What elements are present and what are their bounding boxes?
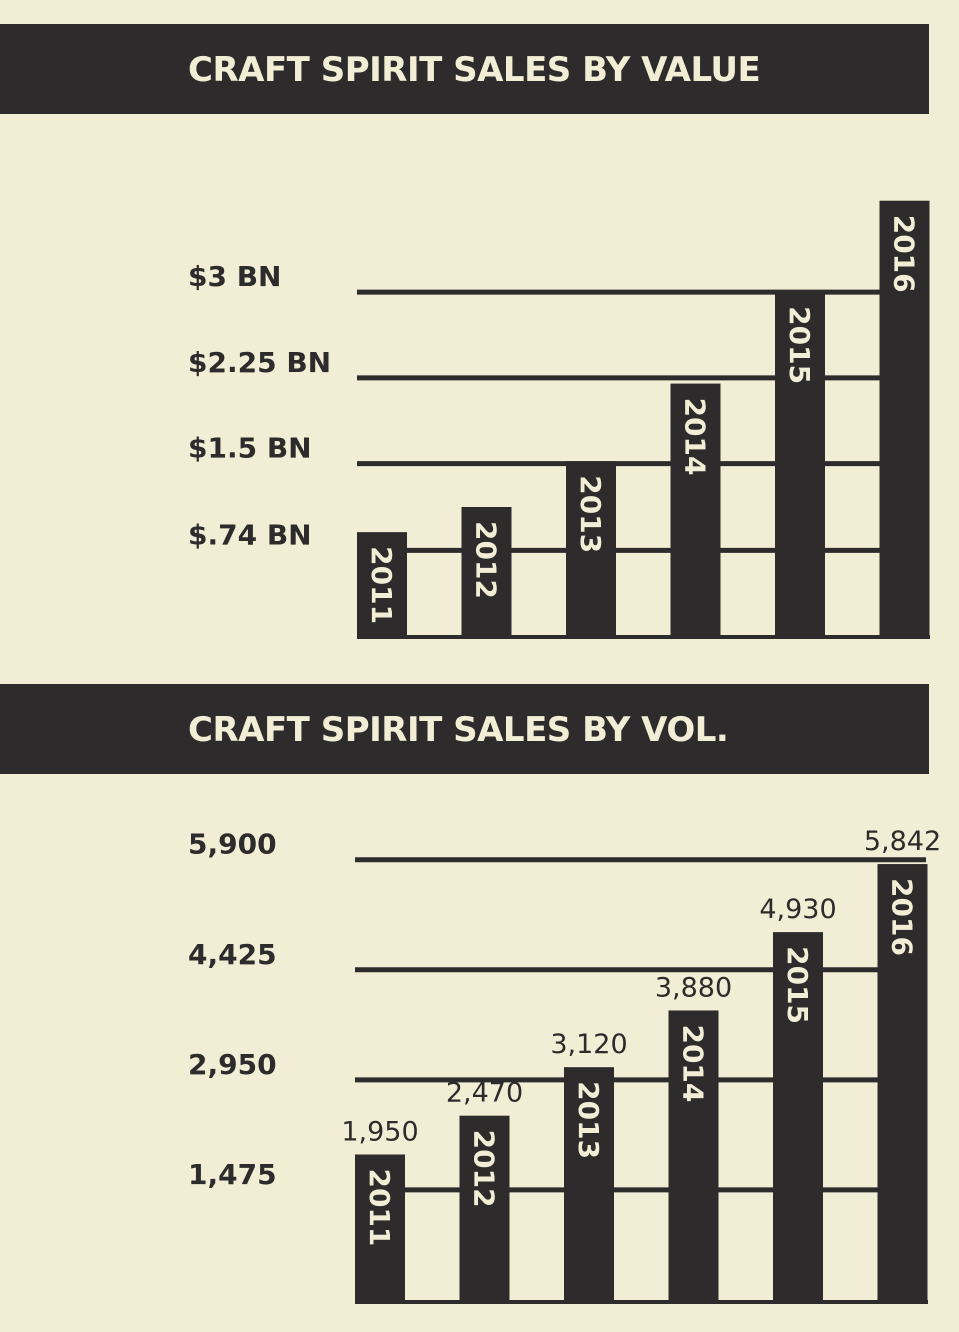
bar-year-label: 2014	[677, 1024, 710, 1102]
bar-value-label: 5,842	[864, 826, 941, 857]
bar-year-label: 2014	[679, 398, 712, 476]
y-tick-label: $3 BN	[188, 260, 282, 293]
y-tick-label: 5,900	[188, 828, 277, 861]
bar-year-label: 2013	[574, 475, 607, 553]
y-tick-label: 4,425	[188, 938, 277, 971]
value-chart-banner: CRAFT SPIRIT SALES BY VALUE	[0, 24, 929, 114]
bar-year-label: 2011	[363, 1168, 396, 1246]
bar-value-label: 2,470	[446, 1078, 523, 1109]
bar	[877, 864, 928, 1302]
bar	[355, 1154, 405, 1302]
volume-chart-title: CRAFT SPIRIT SALES BY VOL.	[188, 710, 729, 750]
bar-year-label: 2016	[888, 215, 921, 293]
value-bar-chart: $.74 BN $1.5 BN $2.25 BN $3 BN 2011 2012 2013 2…	[188, 200, 930, 639]
bar-year-label: 2016	[886, 878, 919, 956]
y-tick-label: $.74 BN	[188, 518, 312, 551]
bar-year-label: 2011	[365, 546, 398, 624]
bar-year-label: 2012	[470, 521, 503, 599]
bar-value-label: 1,950	[341, 1116, 418, 1147]
bar	[461, 507, 512, 637]
bar	[459, 1115, 510, 1302]
bar	[670, 383, 721, 637]
bar-year-label: 2015	[781, 946, 814, 1024]
bar-value-label: 3,120	[550, 1029, 627, 1060]
bar	[564, 1067, 614, 1302]
value-chart-title: CRAFT SPIRIT SALES BY VALUE	[188, 50, 761, 90]
y-tick-label: 1,475	[188, 1158, 277, 1191]
y-tick-label: $1.5 BN	[188, 432, 312, 465]
y-tick-label: $2.25 BN	[188, 346, 331, 379]
volume-bar-chart: 1,475 2,950 4,425 5,900 2011 1,950 2012 2,470 20…	[188, 826, 941, 1304]
bar-year-label: 2012	[468, 1130, 501, 1208]
bar-year-label: 2013	[572, 1081, 605, 1159]
bar	[357, 532, 407, 637]
bar	[566, 461, 616, 637]
bar	[775, 292, 825, 637]
bar	[668, 1010, 719, 1302]
bar-year-label: 2015	[783, 306, 816, 384]
bar-value-label: 3,880	[655, 972, 732, 1003]
y-tick-label: 2,950	[188, 1048, 277, 1081]
bar	[773, 932, 823, 1302]
bar	[879, 200, 930, 637]
volume-chart-banner: CRAFT SPIRIT SALES BY VOL.	[0, 684, 929, 774]
bar-value-label: 4,930	[759, 894, 836, 925]
